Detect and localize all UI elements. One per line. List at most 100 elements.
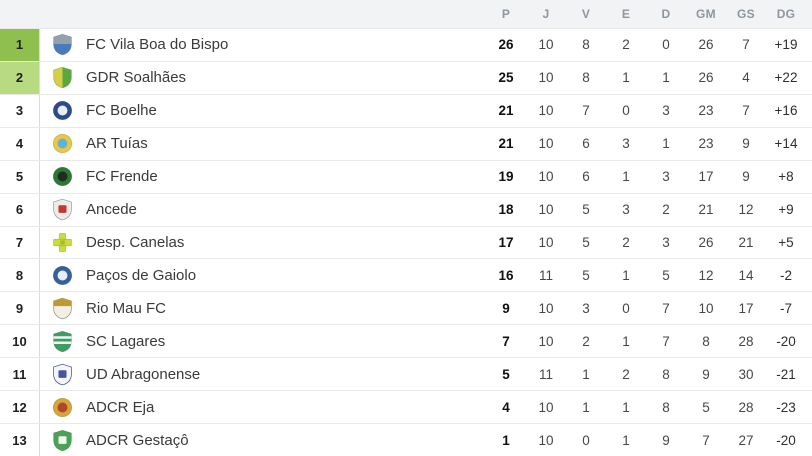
team-name-link[interactable]: ADCR Gestaçô xyxy=(86,431,189,449)
losses-value: 3 xyxy=(662,169,670,185)
table-row: 10 SC Lagares 7 10 2 1 7 8 28 -20 xyxy=(0,325,812,359)
goals-against-value: 21 xyxy=(738,234,754,250)
losses-value: 9 xyxy=(662,432,670,448)
losses-value: 2 xyxy=(662,202,670,218)
team-crest-icon xyxy=(40,429,84,452)
position-badge: 6 xyxy=(0,193,40,226)
team-crest-icon xyxy=(40,363,84,386)
table-row: 6 Ancede 18 10 5 3 2 21 12 +9 xyxy=(0,193,812,227)
losses-value: 8 xyxy=(662,366,670,382)
points-value: 21 xyxy=(498,136,514,152)
team-name-link[interactable]: GDR Soalhães xyxy=(86,69,187,87)
team-name-link[interactable]: UD Abragonense xyxy=(86,365,201,383)
draws-value: 1 xyxy=(622,267,630,283)
goal-difference-value: -7 xyxy=(779,300,792,316)
played-value: 10 xyxy=(538,169,554,185)
played-value: 10 xyxy=(538,333,554,349)
team-name-link[interactable]: Ancede xyxy=(86,201,137,219)
table-row: 12 ADCR Eja 4 10 1 1 8 5 28 -23 xyxy=(0,391,812,425)
position-badge: 9 xyxy=(0,292,40,325)
wins-value: 8 xyxy=(582,70,590,86)
wins-value: 5 xyxy=(582,234,590,250)
header-col-goal-difference: DG xyxy=(776,7,796,21)
team-name-link[interactable]: Desp. Canelas xyxy=(86,233,185,251)
team-name-link[interactable]: SC Lagares xyxy=(86,332,166,350)
position-badge: 8 xyxy=(0,259,40,292)
goals-against-value: 12 xyxy=(738,202,754,218)
team-crest-icon xyxy=(40,330,84,353)
wins-value: 3 xyxy=(582,300,590,316)
goals-for-value: 26 xyxy=(698,234,714,250)
draws-value: 1 xyxy=(622,432,630,448)
played-value: 10 xyxy=(538,136,554,152)
header-col-draws: E xyxy=(621,7,631,21)
points-value: 5 xyxy=(502,366,510,382)
team-name-link[interactable]: Rio Mau FC xyxy=(86,299,167,317)
team-crest-icon xyxy=(40,231,84,254)
wins-value: 5 xyxy=(582,202,590,218)
team-name-link[interactable]: FC Frende xyxy=(86,168,158,186)
losses-value: 8 xyxy=(662,399,670,415)
position-badge: 11 xyxy=(0,358,40,391)
wins-value: 7 xyxy=(582,103,590,119)
table-row: 4 AR Tuías 21 10 6 3 1 23 9 +14 xyxy=(0,127,812,161)
goal-difference-value: +16 xyxy=(774,103,798,119)
draws-value: 2 xyxy=(622,37,630,53)
goals-for-value: 12 xyxy=(698,267,714,283)
position-badge: 3 xyxy=(0,94,40,127)
draws-value: 1 xyxy=(622,333,630,349)
goal-difference-value: -20 xyxy=(776,333,796,349)
draws-value: 2 xyxy=(622,366,630,382)
goal-difference-value: +9 xyxy=(778,202,794,218)
points-value: 21 xyxy=(498,103,514,119)
position-badge: 13 xyxy=(0,424,40,456)
team-name-link[interactable]: AR Tuías xyxy=(86,135,148,153)
points-value: 9 xyxy=(502,300,510,316)
wins-value: 0 xyxy=(582,432,590,448)
table-row: 13 ADCR Gestaçô 1 10 0 1 9 7 27 -20 xyxy=(0,424,812,456)
played-value: 10 xyxy=(538,103,554,119)
losses-value: 1 xyxy=(662,70,670,86)
team-crest-icon xyxy=(40,66,84,89)
played-value: 10 xyxy=(538,300,554,316)
draws-value: 0 xyxy=(622,103,630,119)
team-name-link[interactable]: Paços de Gaiolo xyxy=(86,266,197,284)
goal-difference-value: -23 xyxy=(776,399,796,415)
team-name-link[interactable]: FC Boelhe xyxy=(86,102,157,120)
losses-value: 5 xyxy=(662,267,670,283)
points-value: 16 xyxy=(498,267,514,283)
wins-value: 2 xyxy=(582,333,590,349)
goals-for-value: 23 xyxy=(698,103,714,119)
position-badge: 10 xyxy=(0,325,40,358)
goal-difference-value: -21 xyxy=(776,366,796,382)
team-crest-icon xyxy=(40,99,84,122)
draws-value: 1 xyxy=(622,70,630,86)
goal-difference-value: +22 xyxy=(774,70,798,86)
team-name-link[interactable]: FC Vila Boa do Bispo xyxy=(86,36,229,54)
table-row: 9 Rio Mau FC 9 10 3 0 7 10 17 -7 xyxy=(0,292,812,326)
header-col-played: J xyxy=(542,7,550,21)
table-row: 8 Paços de Gaiolo 16 11 5 1 5 12 14 -2 xyxy=(0,259,812,293)
position-badge: 4 xyxy=(0,127,40,160)
played-value: 11 xyxy=(538,366,553,382)
goals-against-value: 9 xyxy=(742,169,750,185)
goals-against-value: 17 xyxy=(738,300,754,316)
goals-for-value: 5 xyxy=(702,399,710,415)
losses-value: 7 xyxy=(662,300,670,316)
table-row: 1 FC Vila Boa do Bispo 26 10 8 2 0 26 7 … xyxy=(0,29,812,62)
played-value: 10 xyxy=(538,399,554,415)
points-value: 19 xyxy=(498,169,514,185)
team-crest-icon xyxy=(40,132,84,155)
team-name-link[interactable]: ADCR Eja xyxy=(86,398,155,416)
team-crest-icon xyxy=(40,297,84,320)
position-badge: 12 xyxy=(0,391,40,424)
losses-value: 3 xyxy=(662,103,670,119)
goals-for-value: 10 xyxy=(698,300,714,316)
goals-against-value: 7 xyxy=(742,103,750,119)
points-value: 7 xyxy=(502,333,510,349)
draws-value: 0 xyxy=(622,300,630,316)
table-row: 11 UD Abragonense 5 11 1 2 8 9 30 -21 xyxy=(0,358,812,392)
goals-for-value: 7 xyxy=(702,432,710,448)
wins-value: 1 xyxy=(582,366,590,382)
